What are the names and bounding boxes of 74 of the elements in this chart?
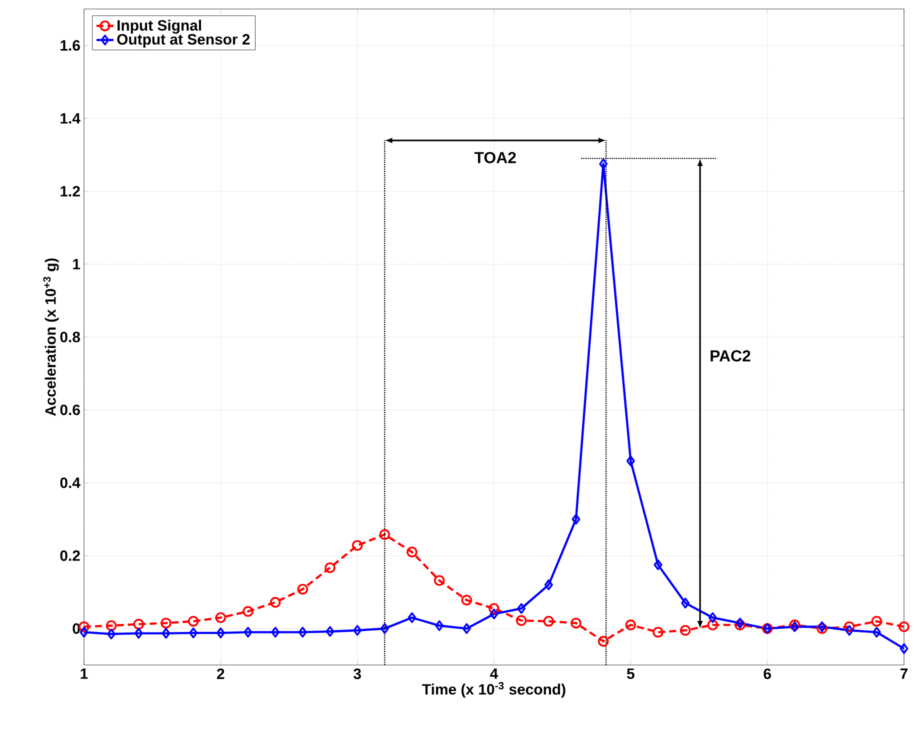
y-tick-label: 0.8 <box>60 332 80 342</box>
point <box>844 621 855 632</box>
point <box>352 540 363 551</box>
x-tick-label: 7 <box>900 668 908 679</box>
point <box>298 626 307 638</box>
point <box>845 624 854 636</box>
y-axis-title: Acceleration (x 10$^{+3}$ g) <box>43 258 59 416</box>
point <box>435 620 444 632</box>
x-tick-label: 6 <box>764 668 771 680</box>
x-axis-title: Time (x 10$^{-3}$ second) <box>422 682 566 698</box>
point <box>707 620 718 630</box>
point <box>516 615 527 626</box>
point <box>517 603 526 614</box>
point <box>353 624 362 636</box>
point <box>107 628 116 640</box>
point <box>324 562 336 574</box>
point <box>270 596 281 608</box>
y-tick-label: 0.4 <box>60 477 80 488</box>
point <box>680 624 691 636</box>
point <box>189 628 198 638</box>
x-tick-label: 5 <box>626 668 634 679</box>
point <box>379 529 390 540</box>
point <box>80 626 88 638</box>
point <box>326 626 334 637</box>
point <box>490 608 498 620</box>
point <box>598 636 609 647</box>
point <box>599 158 608 170</box>
x-tick-label: 4 <box>490 668 498 679</box>
point <box>133 618 144 630</box>
y-tick-label: 1 <box>73 258 80 270</box>
point <box>572 514 580 525</box>
point <box>380 623 389 634</box>
point <box>625 620 636 630</box>
point <box>242 606 254 617</box>
point <box>900 643 908 654</box>
point <box>461 594 472 606</box>
point <box>488 603 500 614</box>
point <box>215 612 226 624</box>
point <box>654 559 662 570</box>
legend-label: Output at Sensor 2 <box>117 34 250 48</box>
point <box>543 616 554 627</box>
point <box>188 616 199 627</box>
point <box>271 626 280 638</box>
point <box>872 626 881 638</box>
point <box>216 628 225 638</box>
legend-label: Input Signal <box>118 20 202 34</box>
y-tick-label: 0.6 <box>60 404 80 416</box>
annotation: PAC2 <box>710 350 750 362</box>
point <box>106 620 117 632</box>
point <box>162 628 170 639</box>
x-tick-label: 2 <box>217 668 224 679</box>
point <box>408 612 416 624</box>
x-tick-label: 1 <box>80 668 88 679</box>
point <box>462 623 471 634</box>
point <box>570 618 582 628</box>
point <box>244 626 252 638</box>
point <box>160 618 172 628</box>
point <box>898 621 910 632</box>
point <box>406 546 418 558</box>
point <box>544 579 553 590</box>
y-tick-label: 1.6 <box>60 40 80 51</box>
point <box>434 575 445 586</box>
annotation: TOA2 <box>474 152 516 164</box>
point <box>652 626 664 638</box>
x-tick-label: 3 <box>354 668 361 680</box>
point <box>708 612 717 624</box>
point <box>297 584 308 595</box>
point <box>871 616 882 627</box>
y-tick-label: 0.2 <box>60 550 80 561</box>
y-tick-label: 1.2 <box>60 186 80 196</box>
point <box>626 456 635 466</box>
y-tick-label: 1.4 <box>60 113 80 124</box>
point <box>681 598 690 608</box>
point <box>134 628 143 639</box>
